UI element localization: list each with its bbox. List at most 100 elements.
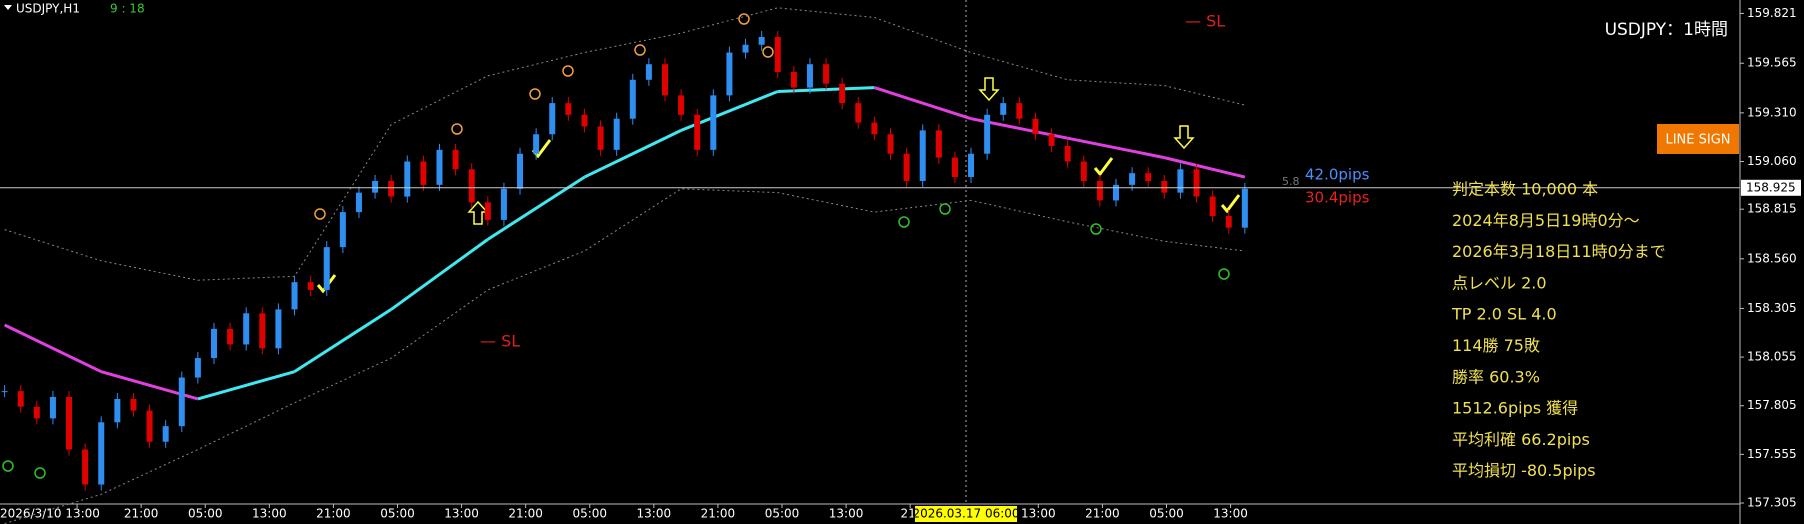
candle	[774, 36, 781, 72]
signal-circle	[738, 13, 750, 25]
ma-segment	[3, 323, 102, 374]
ma-segment	[1163, 156, 1246, 179]
candle	[629, 79, 636, 119]
candle	[935, 130, 942, 158]
candle	[1096, 180, 1103, 201]
candle	[1145, 173, 1152, 181]
x-tick-label: 13:00	[1021, 507, 1056, 521]
candle	[194, 358, 201, 378]
candle	[1, 391, 8, 393]
candle	[839, 83, 846, 104]
stat-line: 1512.6pips 獲得	[1452, 399, 1578, 418]
signal-circle	[34, 467, 46, 479]
candle	[645, 64, 652, 80]
candle	[726, 52, 733, 96]
signal-circle	[451, 123, 463, 135]
small-label: 5.8	[1282, 175, 1300, 188]
candle	[581, 114, 588, 127]
line-sign-button[interactable]	[1657, 124, 1739, 154]
chart-title: USDJPY：1時間	[1605, 20, 1728, 40]
stat-line: 点レベル 2.0	[1452, 273, 1547, 292]
arrow-down	[1173, 125, 1195, 150]
candle	[259, 313, 266, 349]
stat-line: 2026年3月18日11時0分まで	[1452, 242, 1666, 261]
candle	[968, 153, 975, 178]
y-tick-label: 157.555	[1747, 447, 1797, 461]
candle	[33, 406, 40, 419]
x-tick-label: 05:00	[765, 507, 800, 521]
y-tick-label: 157.805	[1747, 398, 1797, 412]
x-tick-label: 13:00	[1213, 507, 1248, 521]
signal-circle	[1218, 268, 1230, 280]
candle	[806, 64, 813, 88]
band-line	[4, 7, 1246, 281]
signal-circle	[762, 46, 774, 58]
candle	[823, 64, 830, 84]
candle	[82, 449, 89, 485]
candle	[130, 398, 137, 411]
candle	[597, 126, 604, 150]
candle	[146, 410, 153, 442]
candle	[565, 103, 572, 115]
candle	[468, 169, 475, 203]
menu-arrow[interactable]	[4, 5, 12, 10]
candle	[388, 180, 395, 197]
check-mark	[316, 274, 337, 294]
candle	[1016, 103, 1023, 119]
sl-label: — SL	[480, 332, 520, 351]
band-line	[4, 188, 1245, 524]
candle	[178, 377, 185, 427]
sl-label: — SL	[1185, 12, 1225, 31]
candle	[484, 202, 491, 220]
candle	[758, 36, 765, 45]
candle	[17, 391, 24, 407]
x-tick-label: 21:00	[508, 507, 543, 521]
candle	[903, 153, 910, 181]
candle	[613, 118, 620, 150]
x-tick-label: 05:00	[380, 507, 415, 521]
candle	[1112, 184, 1119, 201]
candle	[678, 95, 685, 115]
ma-segment	[873, 86, 972, 121]
y-tick-label: 159.565	[1747, 56, 1797, 70]
candle	[1080, 161, 1087, 181]
stat-line: 平均損切 -80.5pips	[1452, 461, 1596, 480]
price-tag	[1741, 179, 1801, 196]
signal-circle	[529, 88, 541, 100]
pips-label: 42.0pips	[1305, 166, 1370, 184]
candle	[420, 161, 427, 185]
button-label[interactable]: LINE SIGN	[1665, 133, 1730, 148]
x-tick-label: 05:00	[188, 507, 223, 521]
candle	[227, 328, 234, 345]
candle	[436, 149, 443, 185]
candle	[1129, 173, 1136, 185]
y-tick-label: 159.821	[1747, 6, 1797, 20]
arrow-up	[467, 200, 489, 225]
crosshair-tag	[915, 506, 1017, 522]
candle	[210, 328, 217, 359]
ma-segment	[293, 308, 392, 373]
stat-line: 2024年8月5日19時0分～	[1452, 211, 1640, 230]
ma-segment	[1067, 136, 1165, 160]
crosshair-label: 2026.03.17 06:00	[912, 507, 1019, 521]
signal-circle	[898, 216, 910, 228]
ma-segment	[583, 129, 682, 179]
candle	[500, 188, 507, 220]
candle	[307, 282, 314, 290]
candle	[404, 161, 411, 197]
candle	[790, 72, 797, 88]
candle	[742, 44, 749, 53]
timer: 9 : 18	[110, 2, 145, 16]
candle	[355, 192, 362, 213]
signal-circle	[1090, 223, 1102, 235]
price-tag-label: 158.925	[1746, 180, 1796, 194]
candle	[339, 212, 346, 248]
candle	[855, 103, 862, 123]
x-tick-label: 05:00	[572, 507, 607, 521]
signal-circle	[634, 44, 646, 56]
stat-line: 114勝 75敗	[1452, 336, 1540, 355]
arrow-down	[978, 77, 1000, 102]
candle	[533, 134, 540, 154]
